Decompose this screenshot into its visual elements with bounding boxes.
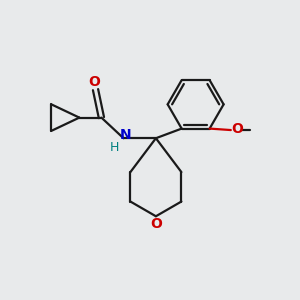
Text: H: H (110, 141, 119, 154)
Text: O: O (88, 75, 100, 89)
Text: O: O (231, 122, 243, 136)
Text: O: O (150, 218, 162, 232)
Text: N: N (119, 128, 131, 142)
